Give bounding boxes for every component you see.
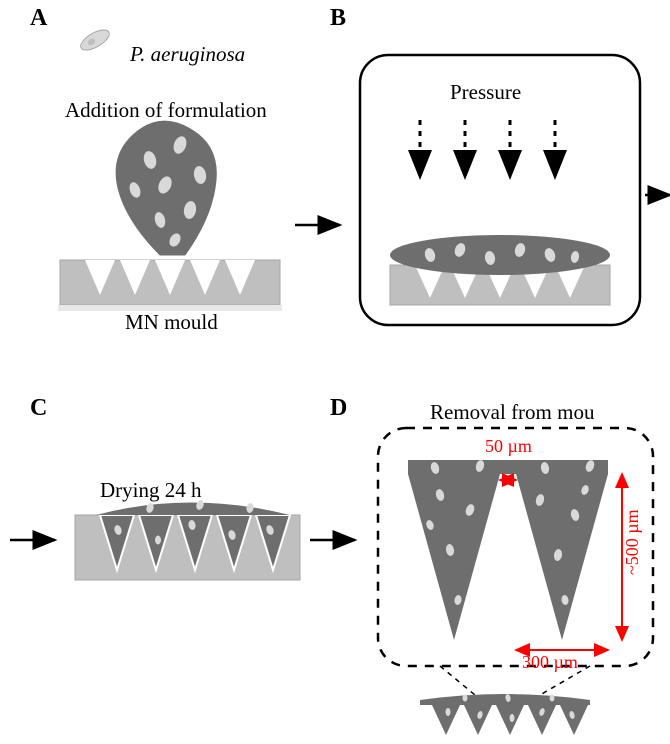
caption-a1: Addition of formulation: [65, 98, 267, 123]
panel-label-b: B: [330, 5, 346, 32]
dim-height-label: ~500 µm: [622, 509, 642, 575]
dim-spacing-label: 50 µm: [485, 436, 532, 456]
panel-label-c: C: [30, 395, 47, 422]
mn-mould-c: [75, 515, 300, 580]
zoom-lead-left: [440, 666, 475, 695]
zoom-needles: [408, 459, 608, 640]
panel-d: 50 µm 300 µm ~500 µm: [378, 428, 653, 735]
pressure-arrows: [420, 120, 555, 165]
bacterium-icon: [78, 26, 113, 54]
panel-c: [75, 499, 300, 580]
caption-a2: MN mould: [125, 310, 218, 335]
panel-label-a: A: [30, 5, 47, 32]
removed-mn-array: [420, 694, 590, 735]
formulation-spread-b: [390, 235, 610, 275]
legend-text: P. aeruginosa: [130, 42, 245, 67]
caption-b1: Pressure: [450, 80, 521, 105]
mn-mould-a: [58, 260, 282, 311]
formulation-droplet: [116, 121, 216, 255]
caption-d1: Removal from mou: [430, 400, 594, 425]
caption-c1: Drying 24 h: [100, 478, 202, 503]
panel-a: [58, 26, 282, 311]
panel-label-d: D: [330, 395, 347, 422]
dim-base-label: 300 µm: [522, 652, 578, 672]
